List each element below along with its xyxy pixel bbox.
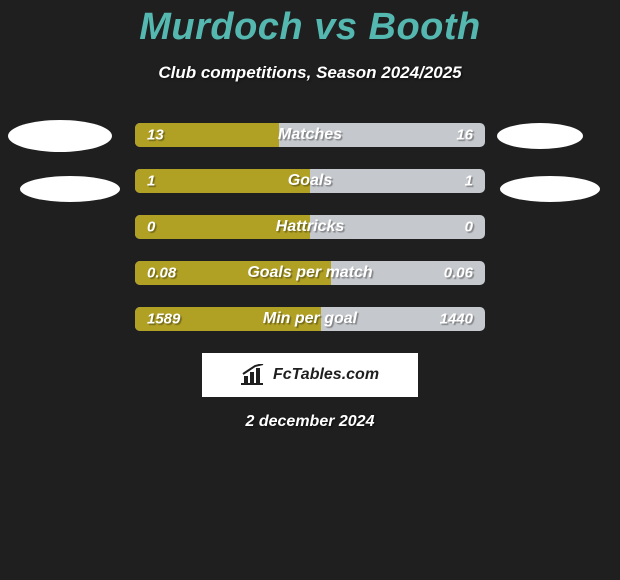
value-left: 0 xyxy=(147,219,155,236)
row-goals: 1 Goals 1 xyxy=(135,169,485,193)
value-right: 0 xyxy=(465,219,473,236)
brand-badge: FcTables.com xyxy=(202,353,418,397)
value-left: 0.08 xyxy=(147,265,176,282)
metric-label: Matches xyxy=(278,126,342,144)
value-left: 13 xyxy=(147,127,164,144)
value-right: 1440 xyxy=(440,311,473,328)
metric-label: Hattricks xyxy=(276,218,344,236)
value-right: 16 xyxy=(456,127,473,144)
row-hattricks: 0 Hattricks 0 xyxy=(135,215,485,239)
page-title: Murdoch vs Booth xyxy=(0,0,620,49)
date-text: 2 december 2024 xyxy=(0,413,620,431)
bar-chart-icon xyxy=(241,364,269,386)
row-goals-per-match: 0.08 Goals per match 0.06 xyxy=(135,261,485,285)
row-min-per-goal: 1589 Min per goal 1440 xyxy=(135,307,485,331)
avatar-placeholder-left-2 xyxy=(20,176,120,202)
metric-label: Min per goal xyxy=(263,310,357,328)
metric-label: Goals per match xyxy=(247,264,372,282)
avatar-placeholder-right-1 xyxy=(497,123,583,149)
avatar-placeholder-right-2 xyxy=(500,176,600,202)
brand-text: FcTables.com xyxy=(273,366,379,384)
value-right: 1 xyxy=(465,173,473,190)
comparison-chart: 13 Matches 16 1 Goals 1 0 Hattricks 0 0.… xyxy=(0,123,620,431)
row-matches: 13 Matches 16 xyxy=(135,123,485,147)
bar-left xyxy=(135,169,310,193)
value-right: 0.06 xyxy=(444,265,473,282)
metric-label: Goals xyxy=(288,172,332,190)
subtitle: Club competitions, Season 2024/2025 xyxy=(0,63,620,83)
avatar-placeholder-left-1 xyxy=(8,120,112,152)
value-left: 1 xyxy=(147,173,155,190)
value-left: 1589 xyxy=(147,311,180,328)
